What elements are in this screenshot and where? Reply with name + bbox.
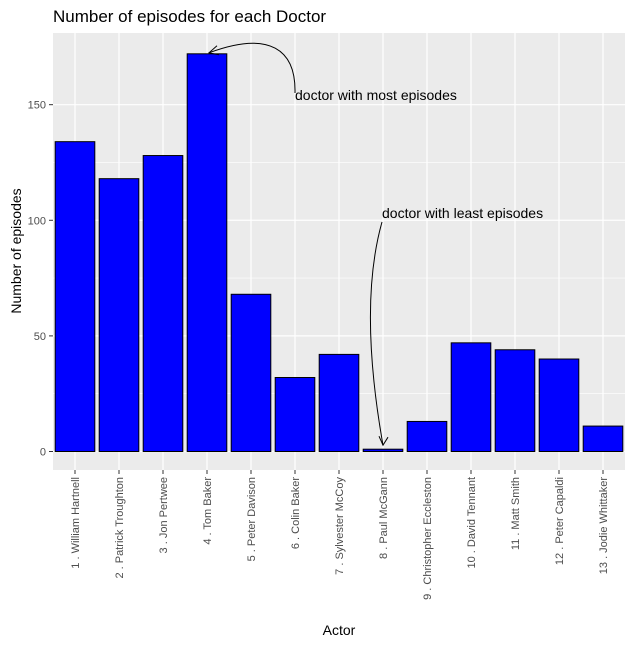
bar [98, 178, 140, 453]
x-tick-label: 5 . Peter Davison [246, 477, 258, 561]
bar [318, 353, 360, 453]
x-tick-label: 1 . William Hartnell [70, 477, 82, 569]
chart-title: Number of episodes for each Doctor [53, 7, 326, 26]
x-tick-label: 7 . Sylvester McCoy [334, 477, 346, 575]
x-tick-label: 11 . Matt Smith [510, 477, 522, 550]
bar [54, 141, 96, 453]
y-tick-label: 0 [40, 447, 46, 459]
bar [450, 342, 492, 453]
x-tick-label: 3 . Jon Pertwee [158, 477, 170, 553]
bar [142, 155, 184, 453]
annotation-arrow-most [208, 42, 296, 94]
arrowhead-most [207, 45, 220, 56]
y-tick-label: 50 [34, 331, 46, 343]
x-tick-label: 10 . David Tennant [466, 477, 478, 569]
x-tick-label: 9 . Christopher Eccleston [422, 477, 434, 600]
bar [362, 448, 404, 453]
annotation-most-episodes: doctor with most episodes [295, 87, 457, 103]
bar [274, 377, 316, 453]
annotation-arrow-least [370, 221, 384, 446]
x-tick-label: 13 . Jodie Whittaker [598, 477, 610, 575]
arrowhead-least [378, 435, 389, 447]
x-tick-label: 12 . Peter Capaldi [554, 477, 566, 565]
bar [230, 293, 272, 453]
bar [186, 53, 228, 453]
y-tick-label: 100 [28, 215, 46, 227]
y-axis-title: Number of episodes [8, 188, 24, 313]
bar [582, 425, 624, 453]
x-tick-label: 4 . Tom Baker [202, 477, 214, 545]
bar [406, 420, 448, 453]
bar [494, 349, 536, 453]
x-tick-label: 6 . Colin Baker [290, 477, 302, 549]
y-tick-label: 150 [28, 100, 46, 112]
x-tick-label: 8 . Paul McGann [378, 477, 390, 559]
annotation-least-episodes: doctor with least episodes [382, 205, 543, 221]
x-axis-title: Actor [323, 622, 356, 638]
bar [538, 358, 580, 453]
x-tick-label: 2 . Patrick Troughton [114, 477, 126, 579]
